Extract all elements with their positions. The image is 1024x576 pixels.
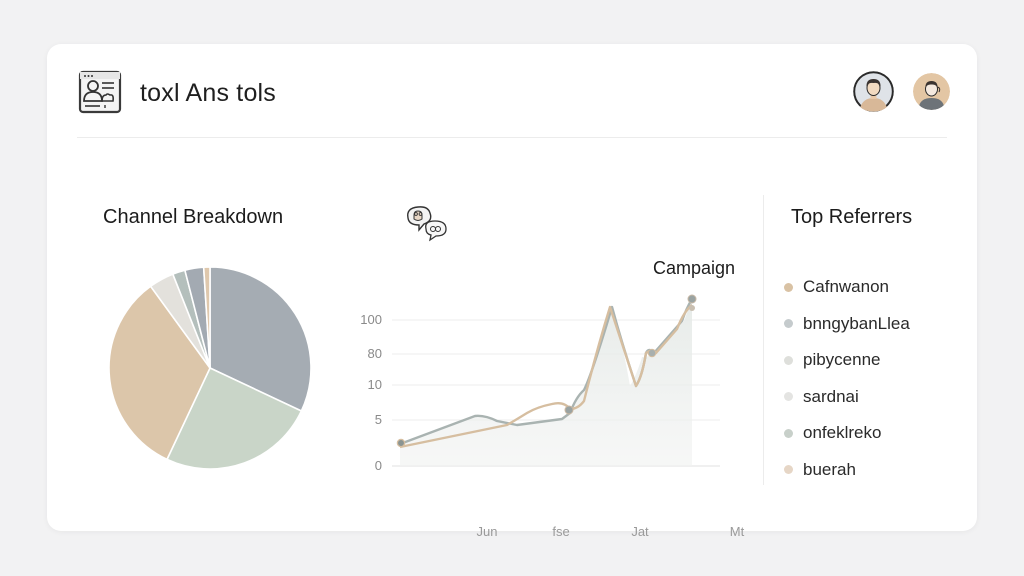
legend-dot-icon <box>784 392 793 402</box>
x-tick-label: Jat <box>631 524 649 539</box>
referrer-label: pibycenne <box>803 350 881 370</box>
pie-slice[interactable] <box>202 266 211 369</box>
pie-slice[interactable] <box>165 366 303 470</box>
section-divider <box>763 195 764 485</box>
y-tick-label: 5 <box>374 412 382 427</box>
referrer-list: Cafnwanon bnngybanLlea pibycenne sardnai… <box>784 269 964 488</box>
pie-slice[interactable] <box>108 285 211 461</box>
user-avatar-secondary[interactable] <box>913 73 950 110</box>
top-referrers-title: Top Referrers <box>791 206 913 228</box>
x-tick-label: Mt <box>729 524 745 539</box>
referrer-label: sardnai <box>803 386 859 406</box>
header-divider <box>77 137 947 138</box>
referrer-label: bnngybanLlea <box>803 313 910 333</box>
legend-dot-icon <box>784 428 793 438</box>
legend-dot-icon <box>784 319 793 329</box>
legend-dot-icon <box>784 465 793 475</box>
pie-slice[interactable] <box>209 266 312 413</box>
trend-line-chart[interactable]: 100 80 10 5 0 <box>352 249 752 539</box>
y-tick-label: 0 <box>374 458 382 473</box>
referrer-item[interactable]: onfeklreko <box>784 415 964 452</box>
campaign-annotation: Campaign <box>653 258 736 278</box>
channel-breakdown-title: Channel Breakdown <box>103 206 284 228</box>
x-tick-label: Jun <box>476 524 498 539</box>
referrer-item[interactable]: bnngybanLlea <box>784 306 964 343</box>
profile-card-icon[interactable] <box>78 70 122 114</box>
y-tick-label: 80 <box>367 346 382 361</box>
chat-bubbles-icon <box>402 204 454 242</box>
referrer-label: buerah <box>803 459 856 479</box>
y-tick-label: 100 <box>360 312 382 327</box>
referrer-item[interactable]: Cafnwanon <box>784 269 964 306</box>
legend-dot-icon <box>784 282 793 292</box>
x-tick-label: fse <box>552 524 570 539</box>
referrer-label: Cafnwanon <box>803 277 890 297</box>
referrer-item[interactable]: buerah <box>784 452 964 489</box>
referrer-label: onfeklreko <box>803 423 882 443</box>
legend-dot-icon <box>784 355 793 365</box>
app-title: toxl Ans tols <box>140 79 276 107</box>
channel-pie-chart[interactable] <box>108 266 312 470</box>
user-avatar-primary[interactable] <box>853 71 894 112</box>
referrer-item[interactable]: pibycenne <box>784 342 964 379</box>
dashboard-card: toxl Ans tols Channel Breakdown <box>47 44 977 539</box>
y-tick-label: 10 <box>367 377 382 392</box>
referrer-item[interactable]: sardnai <box>784 379 964 416</box>
